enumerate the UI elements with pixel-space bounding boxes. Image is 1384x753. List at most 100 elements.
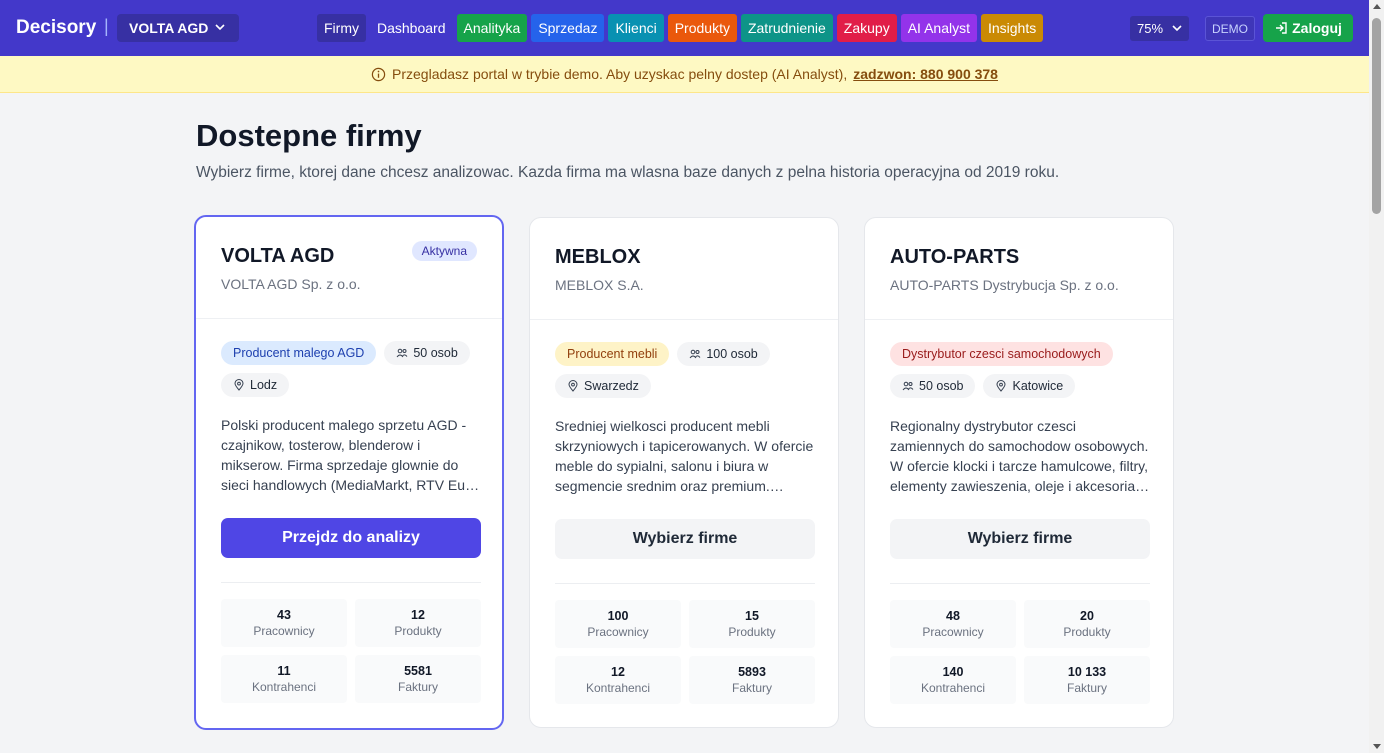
stat-label: Produkty	[1063, 625, 1111, 639]
company-card-volta-agd[interactable]: VOLTA AGD VOLTA AGD Sp. z o.o. Aktywna P…	[194, 215, 504, 730]
banner-text: Przegladasz portal w trybie demo. Aby uz…	[392, 66, 848, 82]
stat-label: Produkty	[394, 624, 442, 638]
company-stats: 43 Pracownicy 12 Produkty 11 Kontrahenci 55…	[221, 599, 481, 703]
company-legal-name: MEBLOX S.A.	[555, 277, 644, 293]
stat-value: 15	[745, 609, 759, 623]
demo-banner: Przegladasz portal w trybie demo. Aby uz…	[0, 56, 1369, 93]
stat-value: 48	[946, 609, 960, 623]
stat-value: 100	[607, 609, 629, 623]
company-select[interactable]: VOLTA AGD	[117, 14, 239, 42]
industry-tag: Dystrybutor czesci samochodowych	[890, 342, 1113, 366]
card-divider	[555, 583, 815, 584]
card-divider	[221, 582, 481, 583]
map-pin-icon	[996, 380, 1006, 392]
page-subtitle: Wybierz firme, ktorej dane chcesz analiz…	[196, 164, 1060, 181]
company-legal-name: VOLTA AGD Sp. z o.o.	[221, 276, 361, 292]
company-tags: Dystrybutor czesci samochodowych 50 osob…	[890, 342, 1152, 398]
nav-sprzedaz[interactable]: Sprzedaz	[531, 14, 605, 42]
brand-logo[interactable]: Decisory	[16, 17, 97, 38]
nav-zatrudnienie[interactable]: Zatrudnienie	[740, 14, 833, 42]
nav-dashboard[interactable]: Dashboard	[377, 20, 446, 36]
main-nav: Firmy Dashboard Analityka Sprzedaz Klien…	[317, 14, 1044, 42]
zoom-select[interactable]: 75%	[1130, 16, 1189, 41]
stat-value: 5581	[404, 664, 432, 678]
size-label: 50 osob	[413, 346, 458, 360]
stat-label: Kontrahenci	[920, 681, 986, 695]
page-scrollbar[interactable]	[1369, 0, 1384, 753]
company-card-meblox[interactable]: MEBLOX MEBLOX S.A. Producent mebli 100 o…	[529, 217, 839, 728]
company-card-auto-parts[interactable]: AUTO-PARTS AUTO-PARTS Dystrybucja Sp. z …	[864, 217, 1174, 728]
company-description: Regionalny dystrybutor czesci zamiennych…	[890, 418, 1149, 494]
company-name: MEBLOX	[555, 246, 641, 268]
banner-phone-link[interactable]: zadzwon: 880 900 378	[853, 66, 998, 82]
stat-products: 20 Produkty	[1024, 600, 1150, 648]
company-tags: Producent malego AGD 50 osob Lodz	[221, 341, 483, 397]
scroll-up-icon[interactable]	[1373, 4, 1381, 9]
nav-produkty[interactable]: Produkty	[667, 14, 737, 42]
company-description: Polski producent malego sprzetu AGD - cz…	[221, 417, 478, 493]
stat-value: 5893	[738, 665, 766, 679]
industry-tag: Producent mebli	[555, 342, 670, 366]
brand-separator: |	[104, 16, 109, 36]
industry-label: Producent malego AGD	[233, 346, 365, 360]
stat-label: Kontrahenci	[251, 680, 317, 694]
stat-contractors: 11 Kontrahenci	[221, 655, 347, 703]
nav-ai-analyst[interactable]: AI Analyst	[900, 14, 977, 42]
nav-klienci[interactable]: Klienci	[608, 14, 664, 42]
chevron-down-icon	[1172, 25, 1182, 32]
company-description: Sredniej wielkosci producent mebli skrzy…	[555, 418, 814, 494]
stat-employees: 43 Pracownicy	[221, 599, 347, 647]
card-header: MEBLOX MEBLOX S.A.	[530, 218, 838, 320]
stat-value: 12	[611, 665, 625, 679]
stat-label: Pracownicy	[922, 625, 984, 639]
location-tag: Lodz	[221, 373, 290, 397]
nav-zakupy[interactable]: Zakupy	[836, 14, 897, 42]
map-pin-icon	[568, 380, 578, 392]
stat-value: 12	[411, 608, 425, 622]
stat-value: 140	[942, 665, 964, 679]
stat-contractors: 12 Kontrahenci	[555, 656, 681, 704]
company-name: VOLTA AGD	[221, 245, 335, 267]
stat-value: 10 133	[1067, 665, 1107, 679]
size-tag: 50 osob	[890, 374, 976, 398]
demo-badge: DEMO	[1205, 16, 1255, 41]
select-company-button[interactable]: Wybierz firme	[890, 519, 1150, 559]
stat-label: Faktury	[1066, 681, 1107, 695]
card-header: AUTO-PARTS AUTO-PARTS Dystrybucja Sp. z …	[865, 218, 1173, 320]
scrollbar-thumb[interactable]	[1372, 18, 1381, 214]
stat-label: Kontrahenci	[585, 681, 651, 695]
people-icon	[396, 348, 408, 358]
info-icon	[371, 67, 386, 81]
industry-label: Dystrybutor czesci samochodowych	[902, 347, 1101, 361]
stat-products: 12 Produkty	[355, 599, 481, 647]
size-label: 100 osob	[706, 347, 758, 361]
stat-label: Faktury	[397, 680, 438, 694]
stat-label: Pracownicy	[587, 625, 649, 639]
login-button[interactable]: Zaloguj	[1263, 14, 1353, 42]
zoom-value: 75%	[1137, 21, 1164, 36]
size-tag: 50 osob	[384, 341, 470, 365]
login-icon	[1276, 22, 1287, 34]
stat-invoices: 5581 Faktury	[355, 655, 481, 703]
stat-products: 15 Produkty	[689, 600, 815, 648]
size-tag: 100 osob	[677, 342, 770, 366]
card-header: VOLTA AGD VOLTA AGD Sp. z o.o. Aktywna	[196, 217, 502, 319]
nav-firmy[interactable]: Firmy	[317, 14, 366, 42]
select-company-button[interactable]: Wybierz firme	[555, 519, 815, 559]
stat-invoices: 5893 Faktury	[689, 656, 815, 704]
city-label: Katowice	[1012, 379, 1064, 393]
go-to-analysis-button[interactable]: Przejdz do analizy	[221, 518, 481, 558]
nav-insights[interactable]: Insights	[980, 14, 1044, 42]
stat-value: 20	[1080, 609, 1094, 623]
map-pin-icon	[234, 379, 244, 391]
active-badge: Aktywna	[411, 241, 477, 261]
login-label: Zaloguj	[1292, 20, 1342, 36]
scroll-down-icon[interactable]	[1373, 744, 1381, 749]
company-tags: Producent mebli 100 osob Swarzedz	[555, 342, 817, 398]
stat-employees: 100 Pracownicy	[555, 600, 681, 648]
card-divider	[890, 583, 1150, 584]
industry-label: Producent mebli	[567, 347, 658, 361]
chevron-down-icon	[215, 24, 225, 31]
stat-employees: 48 Pracownicy	[890, 600, 1016, 648]
nav-analityka[interactable]: Analityka	[456, 14, 528, 42]
